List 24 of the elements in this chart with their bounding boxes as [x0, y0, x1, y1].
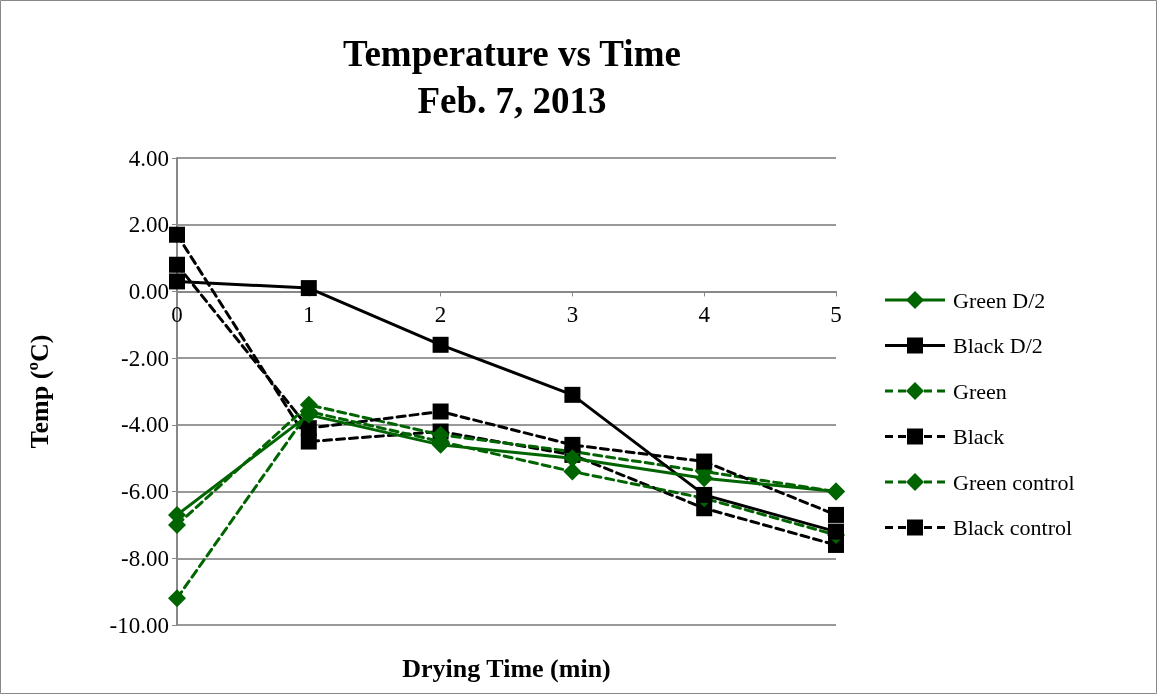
y-axis-title: Temp (ºC): [24, 334, 54, 449]
x-tick-label: 1: [303, 302, 315, 328]
y-tick-label: -10.00: [109, 612, 169, 638]
x-tick-label: 4: [698, 302, 711, 328]
legend-label: Black control: [953, 515, 1073, 540]
x-axis-title: Drying Time (min): [402, 653, 611, 683]
x-tick-label: 5: [830, 302, 842, 328]
y-tick-label: -8.00: [121, 545, 169, 571]
legend-label: Black D/2: [953, 333, 1043, 358]
x-tick-label: 2: [434, 302, 447, 328]
legend-label: Green: [953, 378, 1007, 404]
x-tick-label: 3: [566, 302, 579, 328]
y-tick-label: -2.00: [121, 345, 169, 371]
legend-label: Green D/2: [953, 287, 1046, 313]
y-tick-label: -6.00: [121, 479, 169, 505]
chart-title: Temperature vs Time: [343, 33, 681, 74]
chart-subtitle: Feb. 7, 2013: [417, 80, 607, 121]
legend-label: Black: [953, 424, 1005, 449]
legend-label: Green control: [953, 469, 1075, 495]
y-tick-label: -4.00: [121, 412, 169, 438]
y-tick-label: 2.00: [128, 212, 169, 238]
y-tick-label: 4.00: [128, 145, 169, 171]
x-tick-label: 0: [171, 302, 183, 328]
y-tick-label: 0.00: [128, 278, 169, 304]
